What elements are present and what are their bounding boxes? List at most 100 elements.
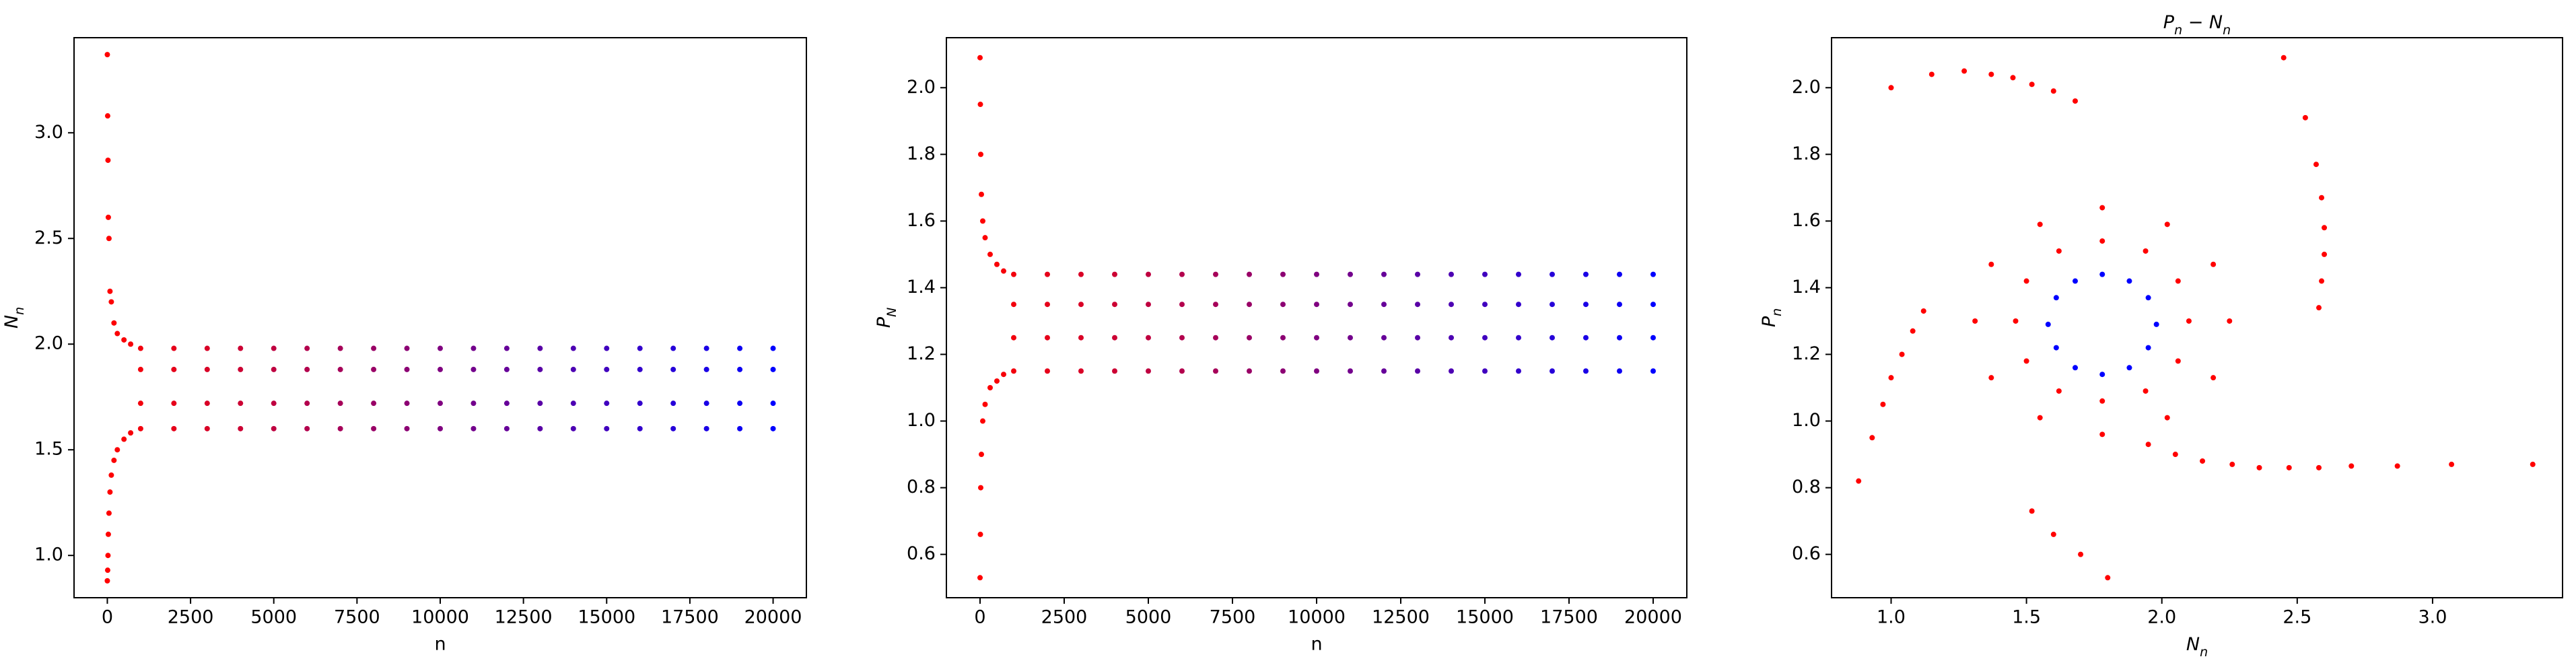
y-tick-label: 0.8 xyxy=(1792,477,1821,497)
point xyxy=(238,366,244,372)
point xyxy=(977,575,983,581)
point xyxy=(703,425,709,431)
point xyxy=(987,251,993,257)
y-tick-label: 1.5 xyxy=(34,439,63,460)
point xyxy=(1583,335,1589,341)
point xyxy=(1179,368,1185,374)
point xyxy=(1314,368,1319,374)
point xyxy=(1011,335,1016,341)
point xyxy=(107,288,113,294)
point xyxy=(128,341,134,347)
point xyxy=(1516,302,1521,308)
point xyxy=(1880,401,1886,407)
point xyxy=(2073,365,2078,371)
x-tick-label: 0 xyxy=(102,607,113,628)
point xyxy=(670,400,676,407)
y-axis-label: Nn xyxy=(1,307,27,328)
x-tick-label: 20000 xyxy=(744,607,802,628)
point xyxy=(2053,345,2059,351)
point xyxy=(2099,431,2105,438)
x-tick-label: 17500 xyxy=(1540,607,1598,628)
point xyxy=(1179,335,1185,341)
point xyxy=(503,400,510,407)
point xyxy=(1247,271,1252,277)
x-tick-label: 5000 xyxy=(1125,607,1172,628)
point xyxy=(106,510,112,516)
point xyxy=(604,425,610,431)
point xyxy=(2313,162,2319,168)
point xyxy=(371,366,377,372)
x-tick-label: 15000 xyxy=(578,607,635,628)
point xyxy=(238,345,244,351)
point xyxy=(2053,295,2059,301)
point xyxy=(570,345,576,351)
point xyxy=(1650,368,1656,374)
point xyxy=(171,345,177,351)
point xyxy=(111,457,117,463)
point xyxy=(1280,271,1286,277)
point xyxy=(637,425,643,431)
point xyxy=(1247,335,1252,341)
point xyxy=(1213,302,1218,308)
x-tick-label: 2.0 xyxy=(2147,607,2176,628)
x-tick-label: 7500 xyxy=(1210,607,1256,628)
point xyxy=(1988,261,1994,267)
point xyxy=(2164,221,2170,228)
y-tick-label: 0.6 xyxy=(1792,543,1821,564)
y-tick-label: 1.0 xyxy=(34,545,63,565)
axes-frame xyxy=(73,37,807,598)
point xyxy=(106,236,112,242)
point xyxy=(604,366,610,372)
point xyxy=(2153,321,2159,327)
point xyxy=(2322,225,2328,231)
point xyxy=(1617,368,1622,374)
point xyxy=(737,345,743,351)
point xyxy=(1045,368,1050,374)
point xyxy=(770,345,776,351)
point xyxy=(2013,318,2019,324)
point xyxy=(337,366,343,372)
x-axis-label: Nn xyxy=(2186,634,2208,660)
point xyxy=(2099,372,2105,378)
point xyxy=(537,400,543,407)
point xyxy=(1516,368,1521,374)
point xyxy=(105,553,111,559)
point xyxy=(471,425,477,431)
point xyxy=(1112,302,1117,308)
point xyxy=(537,425,543,431)
point xyxy=(977,102,983,108)
point xyxy=(1550,302,1555,308)
point xyxy=(770,425,776,431)
y-tick-label: 1.6 xyxy=(907,210,936,231)
point xyxy=(980,218,985,224)
point xyxy=(1415,302,1420,308)
point xyxy=(1617,271,1622,277)
point xyxy=(171,400,177,407)
point xyxy=(537,366,543,372)
point xyxy=(2078,551,2084,557)
point xyxy=(2126,278,2132,284)
point xyxy=(2099,271,2105,277)
x-tick-label: 10000 xyxy=(1288,607,1346,628)
point xyxy=(271,425,277,431)
point xyxy=(1078,335,1084,341)
y-tick-label: 3.0 xyxy=(34,122,63,143)
x-tick-label: 3.0 xyxy=(2418,607,2447,628)
point xyxy=(1516,271,1521,277)
point xyxy=(2227,318,2233,324)
y-tick-label: 1.2 xyxy=(1792,343,1821,364)
point xyxy=(271,400,277,407)
point xyxy=(979,191,984,197)
x-tick-label: 12500 xyxy=(495,607,553,628)
label-part: P xyxy=(874,316,895,328)
point xyxy=(111,320,117,326)
point xyxy=(2126,365,2132,371)
point xyxy=(1213,335,1218,341)
point xyxy=(1280,368,1286,374)
point xyxy=(404,366,410,372)
point xyxy=(1001,268,1006,274)
x-tick-label: 1.0 xyxy=(1877,607,1906,628)
point xyxy=(994,378,1000,384)
point xyxy=(2256,464,2262,470)
point xyxy=(2143,388,2149,394)
